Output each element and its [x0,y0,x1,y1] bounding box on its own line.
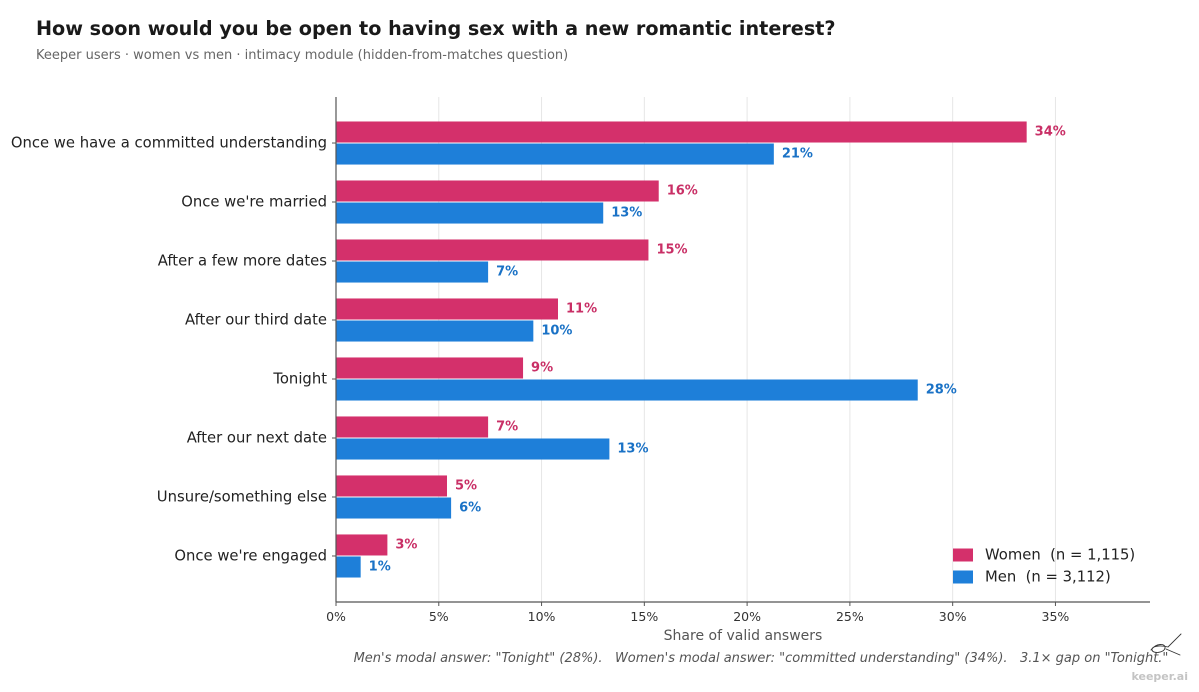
x-tick-label: 0% [326,609,346,624]
bar-men [336,261,489,283]
value-label-women: 11% [566,301,597,316]
legend-label-men: Men (n = 3,112) [985,569,1111,586]
value-label-men: 13% [611,206,642,221]
bar-women [336,239,649,261]
x-tick-label: 10% [528,609,556,624]
gridlines [335,97,1056,602]
bar-women [336,298,558,320]
value-label-men: 10% [541,324,572,339]
value-labels: 34% 16% 15% 11% 9% 7% 5% 3% 21% 13% 7% 10% 28% 13% 6% 1… [369,124,1066,574]
value-label-women: 5% [455,478,477,493]
category-label: After our next date [187,429,327,446]
value-label-women: 3% [395,537,417,552]
value-label-women: 15% [656,242,687,257]
value-label-men: 7% [496,265,518,280]
legend-label-women: Women (n = 1,115) [985,547,1135,564]
bar-women [336,475,447,497]
chart-title: How soon would you be open to having sex… [36,17,836,40]
chart-subtitle: Keeper users · women vs men · intimacy m… [36,48,568,63]
category-label: Once we have a committed understanding [11,135,327,152]
value-label-men: 21% [782,147,813,162]
bar-men [336,497,452,519]
footnote: Men's modal answer: "Tonight" (28%). Wom… [354,651,1169,666]
value-label-women: 34% [1035,124,1066,139]
bar-women [336,121,1027,143]
keeper-logo [1150,633,1182,656]
x-tick-label: 5% [429,609,449,624]
category-label: Tonight [272,370,327,387]
watermark: keeper.ai [1131,670,1188,683]
bar-women [336,357,524,379]
bar-men [336,143,774,165]
value-label-women: 9% [531,360,553,375]
legend-swatch-men [953,570,973,584]
bar-men [336,320,534,342]
bar-men [336,202,604,224]
bar-men [336,556,361,578]
category-label: After a few more dates [158,253,327,270]
legend-swatch-women [953,548,973,562]
value-label-men: 6% [459,501,481,516]
bar-women [336,416,489,438]
value-label-women: 16% [667,183,698,198]
category-label: Once we're married [181,194,327,211]
x-axis-label: Share of valid answers [664,628,823,644]
bar-women [336,180,659,202]
x-tick-label: 20% [733,609,761,624]
bar-men [336,379,918,401]
x-tick-label: 25% [836,609,864,624]
x-axis-ticks: 0% 5% 10% 15% 20% 25% 30% 35% [326,602,1069,624]
value-label-men: 13% [617,442,648,457]
x-tick-label: 35% [1042,609,1070,624]
category-label: Once we're engaged [174,547,327,564]
x-tick-label: 15% [630,609,658,624]
bars [336,121,1027,578]
category-label: After our third date [185,312,327,329]
x-tick-label: 30% [939,609,967,624]
legend-item-women: Women (n = 1,115) [953,547,1135,564]
legend-item-men: Men (n = 3,112) [953,569,1111,586]
bar-women [336,534,388,556]
value-label-men: 1% [369,560,391,575]
category-label: Unsure/something else [157,488,327,505]
value-label-men: 28% [926,383,957,398]
legend: Women (n = 1,115) Men (n = 3,112) [953,547,1135,586]
value-label-women: 7% [496,419,518,434]
bar-men [336,438,610,460]
y-axis-categories: Once we have a committed understanding On… [11,135,336,564]
